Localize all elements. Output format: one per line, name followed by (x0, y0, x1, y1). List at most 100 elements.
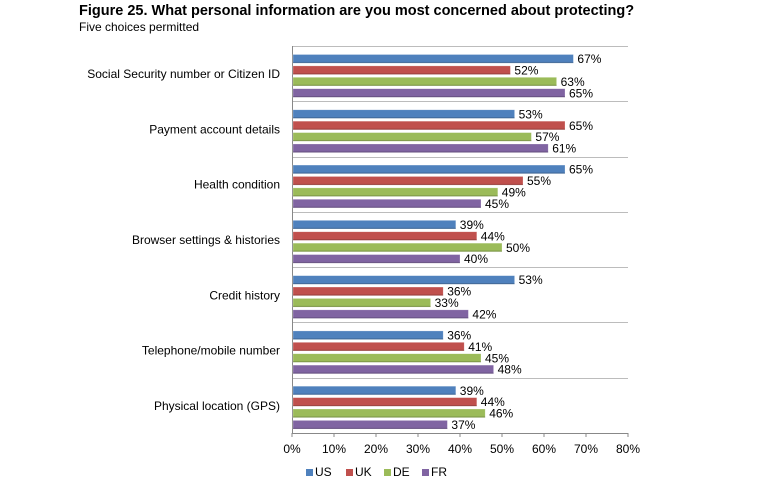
legend-label-fr: FR (431, 465, 447, 479)
data-label: 49% (502, 185, 526, 199)
legend-swatch-us (306, 469, 313, 476)
bar-de (292, 298, 431, 308)
bar-shadow (293, 305, 431, 308)
bar-shadow (293, 195, 498, 197)
bar-us (292, 109, 515, 119)
bar-shadow (293, 393, 456, 395)
data-label: 63% (561, 75, 585, 89)
bar-shadow (293, 317, 469, 319)
data-label: 57% (535, 130, 559, 144)
bar-shadow (293, 84, 557, 86)
bar-shadow (293, 250, 502, 252)
bar-uk (292, 65, 511, 75)
bar-fr (292, 309, 469, 319)
bar-shadow (293, 73, 511, 75)
legend-swatch-fr (422, 469, 429, 476)
x-tick-label: 80% (616, 442, 640, 456)
bar-us (292, 54, 574, 64)
bar-shadow (293, 227, 456, 229)
data-label: 67% (577, 52, 601, 66)
bar-shadow (293, 349, 465, 351)
bar-uk (292, 231, 478, 241)
category-label: Browser settings & histories (132, 233, 280, 247)
x-tick-label: 20% (364, 442, 388, 456)
x-tick-label: 10% (322, 442, 346, 456)
bar-fr (292, 143, 549, 153)
data-label: 52% (514, 64, 538, 78)
bar-us (292, 220, 457, 230)
data-label: 53% (519, 273, 543, 287)
bar-us (292, 164, 566, 174)
category-label: Health condition (194, 178, 280, 192)
bar-shadow (293, 96, 565, 98)
bar-uk (292, 120, 566, 131)
bar-fr (292, 420, 448, 430)
x-tick-label: 40% (448, 442, 472, 456)
bar-shadow (293, 405, 477, 407)
x-tick-label: 70% (574, 442, 598, 456)
legend-swatch-de (384, 469, 391, 476)
data-label: 55% (527, 174, 551, 188)
legend-label-de: DE (393, 465, 410, 479)
bar-shadow (293, 361, 481, 363)
data-label: 45% (485, 351, 509, 365)
category-label: Credit history (209, 288, 280, 302)
data-label: 39% (460, 218, 484, 232)
bar-us (292, 275, 515, 285)
category-label: Physical location (GPS) (154, 399, 280, 413)
data-label: 48% (498, 363, 522, 377)
bar-shadow (293, 151, 549, 153)
bar-fr (292, 198, 482, 209)
bar-de (292, 77, 557, 87)
bar-shadow (293, 172, 565, 174)
bar-shadow (293, 206, 481, 208)
bar-fr (292, 254, 461, 264)
bar-de (292, 353, 482, 363)
bar-de (292, 187, 499, 197)
bar-de (292, 132, 532, 142)
bar-shadow (293, 261, 460, 264)
data-label: 33% (435, 296, 459, 310)
chart-subtitle: Five choices permitted (79, 20, 200, 34)
data-label: 61% (552, 142, 576, 156)
x-tick-label: 50% (490, 442, 514, 456)
data-label: 44% (481, 395, 505, 409)
data-label: 39% (460, 384, 484, 398)
data-label: 36% (447, 285, 471, 299)
chart-title: Figure 25. What personal information are… (79, 3, 635, 19)
data-label: 42% (472, 307, 496, 321)
bar-shadow (293, 338, 444, 340)
bar-shadow (293, 183, 523, 186)
bar-shadow (293, 283, 515, 285)
data-label: 65% (569, 163, 593, 177)
bar-shadow (293, 61, 574, 64)
x-tick-label: 0% (283, 442, 301, 456)
bar-uk (292, 397, 478, 407)
data-label: 40% (464, 252, 488, 266)
bar-shadow (293, 128, 565, 130)
bar-de (292, 242, 503, 253)
bar-shadow (293, 139, 532, 142)
bar-shadow (293, 117, 515, 119)
bar-shadow (293, 416, 486, 418)
data-label: 45% (485, 197, 509, 211)
data-label: 53% (519, 107, 543, 121)
bar-uk (292, 342, 465, 352)
data-label: 41% (468, 340, 492, 354)
data-label: 44% (481, 229, 505, 243)
data-label: 65% (569, 86, 593, 100)
bar-shadow (293, 294, 444, 296)
data-label: 50% (506, 241, 530, 255)
bar-uk (292, 176, 524, 186)
x-tick-label: 30% (406, 442, 430, 456)
category-label: Social Security number or Citizen ID (87, 67, 280, 81)
legend-label-uk: UK (355, 465, 372, 479)
legend-label-us: US (315, 465, 332, 479)
x-tick-label: 60% (532, 442, 556, 456)
bar-shadow (293, 372, 494, 374)
bar-fr (292, 364, 494, 375)
legend-swatch-uk (346, 469, 353, 476)
bar-us (292, 330, 444, 340)
data-label: 65% (569, 119, 593, 133)
